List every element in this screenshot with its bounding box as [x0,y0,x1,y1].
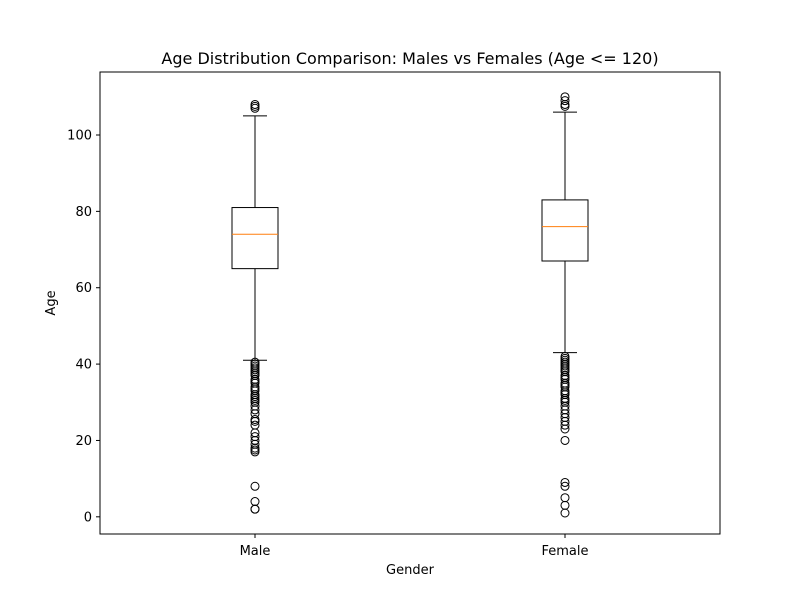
y-tick-label: 80 [75,205,92,220]
outlier-point-female [560,477,570,487]
y-tick-label: 100 [67,129,92,144]
outlier-point-male [250,420,260,430]
chart-title: Age Distribution Comparison: Males vs Fe… [161,49,658,68]
outlier-point-female [560,500,570,510]
outlier-point-male [250,497,260,507]
plot-frame [99,71,721,535]
outlier-point-male [250,414,260,424]
outlier-point-male [250,432,260,442]
iqr-box-male [231,207,279,270]
y-tick-label: 60 [75,281,92,296]
outlier-point-male [250,99,260,109]
outlier-point-female [560,493,570,503]
outlier-point-female [560,351,570,361]
outlier-point-female [560,508,570,518]
x-tick-label-male: Male [240,544,271,559]
y-axis-label: Age [44,290,59,315]
outlier-point-male [250,101,260,111]
y-tick-label: 0 [84,510,92,525]
y-tick-label: 20 [75,434,92,449]
x-axis-label: Gender [386,563,435,578]
y-tick-label: 40 [75,358,92,373]
iqr-box-female [541,199,589,262]
outlier-point-male [250,357,260,367]
outlier-point-male [250,481,260,491]
outlier-point-female [560,435,570,445]
outlier-point-female [560,96,570,106]
outlier-point-male [250,504,260,514]
outlier-point-female [560,481,570,491]
x-tick-label-female: Female [541,544,588,559]
outlier-point-female [560,92,570,102]
plot-area: 0 20 40 60 80 100 Male Female [67,71,721,559]
